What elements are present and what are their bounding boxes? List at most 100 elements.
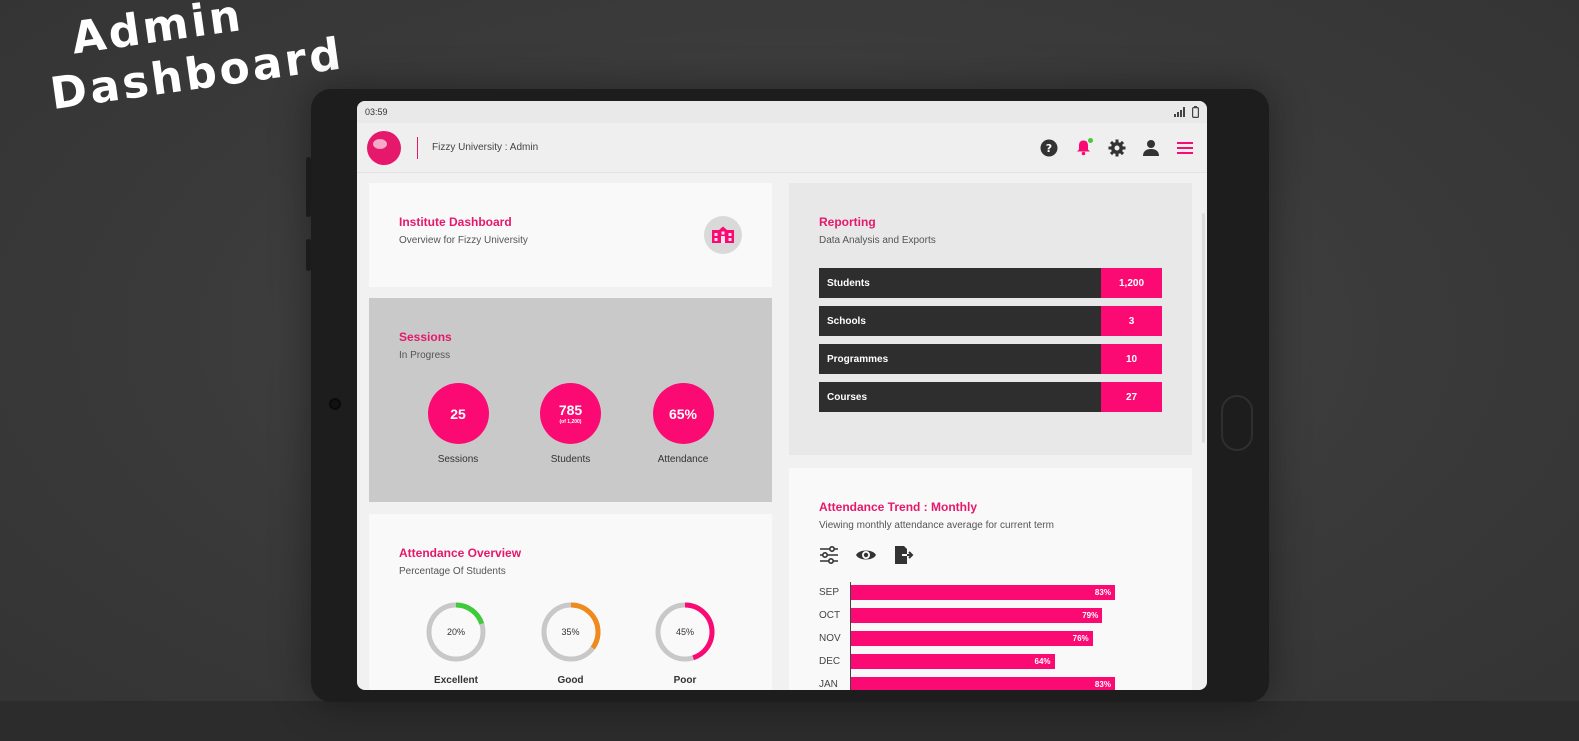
- report-value: 10: [1101, 344, 1162, 374]
- chart-axis: [850, 582, 851, 690]
- stat-value: 25: [450, 405, 466, 422]
- donut-fill: [426, 602, 486, 662]
- fizzy-logo[interactable]: [367, 130, 401, 165]
- gear-icon[interactable]: [1107, 138, 1127, 158]
- donut-percent: 35%: [561, 627, 580, 637]
- chart-bar[interactable]: 76%: [851, 631, 1093, 646]
- svg-text:?: ?: [1046, 142, 1052, 155]
- attendance-title: Attendance Overview: [399, 546, 522, 560]
- trend-subtitle: Viewing monthly attendance average for c…: [819, 520, 1054, 531]
- donut-svg: [426, 602, 486, 662]
- donut-label: Excellent: [434, 675, 478, 686]
- school-icon: [704, 216, 742, 254]
- donut-fill: [541, 602, 600, 662]
- chart-category-label: JAN: [819, 679, 838, 690]
- dashboard-content: Institute Dashboard Overview for Fizzy U…: [357, 173, 1207, 690]
- stat-attendance: 65% Attendance: [652, 383, 714, 465]
- donut-label: Good: [557, 675, 584, 686]
- stat-circle: 25: [427, 383, 489, 444]
- report-value: 1,200: [1101, 268, 1162, 298]
- status-bar: 03:59: [357, 101, 1207, 123]
- chart-value-label: 76%: [1072, 634, 1089, 643]
- report-row-students[interactable]: Students 1,200: [819, 268, 1162, 298]
- camera: [329, 398, 341, 410]
- attendance-trend-chart: SEP 83% OCT 79% NOV 76% DEC 64% JAN 83%: [819, 582, 1162, 690]
- attendance-trend-card: Attendance Trend : Monthly Viewing month…: [789, 468, 1192, 690]
- institute-title: Institute Dashboard: [399, 215, 512, 229]
- stat-label: Attendance: [657, 454, 709, 465]
- hero-title: Admin Dashboard: [40, 0, 347, 121]
- report-label: Courses: [819, 382, 1101, 412]
- header-title: Fizzy University : Admin: [432, 142, 539, 153]
- chart-row: JAN 83%: [819, 677, 1162, 690]
- menu-icon[interactable]: [1175, 138, 1195, 158]
- chart-value-label: 83%: [1094, 588, 1111, 597]
- reporting-subtitle: Data Analysis and Exports: [819, 235, 936, 246]
- stat-sessions: 25 Sessions: [427, 383, 489, 465]
- sessions-subtitle: In Progress: [399, 350, 451, 361]
- filter-icon[interactable]: [819, 545, 839, 569]
- volume-up-button: [306, 157, 311, 217]
- donut-good: 35% Good: [540, 601, 602, 686]
- chart-value-label: 79%: [1082, 611, 1099, 620]
- user-icon[interactable]: [1141, 138, 1161, 158]
- donut-poor: 45% Poor: [654, 601, 716, 686]
- attendance-subtitle: Percentage Of Students: [399, 566, 506, 577]
- attendance-overview-card[interactable]: Attendance Overview Percentage Of Studen…: [369, 514, 772, 690]
- donut-percent: 45%: [675, 627, 694, 637]
- stat-value: 65%: [668, 405, 698, 422]
- bell-icon[interactable]: [1073, 137, 1093, 158]
- tablet-frame: 03:59 Fizzy University : Admin ?: [306, 89, 1269, 702]
- report-row-schools[interactable]: Schools 3: [819, 306, 1162, 336]
- chart-category-label: NOV: [819, 633, 841, 644]
- scrollbar[interactable]: [1202, 213, 1205, 443]
- stat-circle: 65%: [652, 383, 714, 444]
- chart-row: NOV 76%: [819, 631, 1162, 646]
- institute-card[interactable]: Institute Dashboard Overview for Fizzy U…: [369, 183, 772, 287]
- donut-ring: 35%: [540, 601, 602, 663]
- stat-note: (of 1,200): [559, 419, 582, 425]
- volume-down-button: [306, 239, 311, 271]
- institute-subtitle: Overview for Fizzy University: [399, 235, 528, 246]
- chart-bar[interactable]: 64%: [851, 654, 1055, 669]
- chart-category-label: DEC: [819, 656, 841, 667]
- battery-icon: [1192, 106, 1199, 118]
- sessions-card[interactable]: Sessions In Progress 25 Sessions 785 (of…: [369, 298, 772, 502]
- signal-icon: [1174, 107, 1185, 117]
- stat-students: 785 (of 1,200) Students: [540, 383, 602, 465]
- eye-icon[interactable]: [855, 547, 877, 568]
- help-icon[interactable]: ?: [1039, 138, 1059, 158]
- report-value: 27: [1101, 382, 1162, 412]
- reporting-card: Reporting Data Analysis and Exports Stud…: [789, 183, 1192, 455]
- sessions-stats: 25 Sessions 785 (of 1,200) Students 65: [399, 383, 742, 465]
- report-label: Students: [819, 268, 1101, 298]
- donut-percent: 20%: [446, 627, 465, 637]
- status-time: 03:59: [365, 107, 388, 117]
- chart-row: DEC 64%: [819, 654, 1162, 669]
- donut-svg: [541, 602, 600, 662]
- chart-bar[interactable]: 83%: [851, 677, 1115, 690]
- chart-category-label: SEP: [819, 587, 840, 598]
- report-row-courses[interactable]: Courses 27: [819, 382, 1162, 412]
- notification-dot: [1088, 137, 1093, 143]
- home-button[interactable]: [1221, 395, 1253, 451]
- donut-ring: 20%: [425, 601, 487, 663]
- report-label: Schools: [819, 306, 1101, 336]
- chart-row: SEP 83%: [819, 585, 1162, 600]
- report-value: 3: [1101, 306, 1162, 336]
- report-label: Programmes: [819, 344, 1101, 374]
- stat-label: Sessions: [437, 454, 479, 465]
- report-row-programmes[interactable]: Programmes 10: [819, 344, 1162, 374]
- app-header: Fizzy University : Admin ?: [357, 123, 1207, 173]
- chart-row: OCT 79%: [819, 608, 1162, 623]
- tablet-screen: 03:59 Fizzy University : Admin ?: [357, 101, 1207, 690]
- chart-category-label: OCT: [819, 610, 841, 621]
- stat-circle: 785 (of 1,200): [540, 383, 601, 444]
- chart-bar[interactable]: 79%: [851, 608, 1103, 623]
- chart-value-label: 64%: [1034, 657, 1051, 666]
- donut-excellent: 20% Excellent: [425, 601, 487, 686]
- trend-title: Attendance Trend : Monthly: [819, 500, 978, 514]
- export-icon[interactable]: [893, 545, 915, 570]
- chart-bar[interactable]: 83%: [851, 585, 1115, 600]
- attendance-donuts: 20% Excellent 35% Good 45% Poor: [399, 601, 742, 686]
